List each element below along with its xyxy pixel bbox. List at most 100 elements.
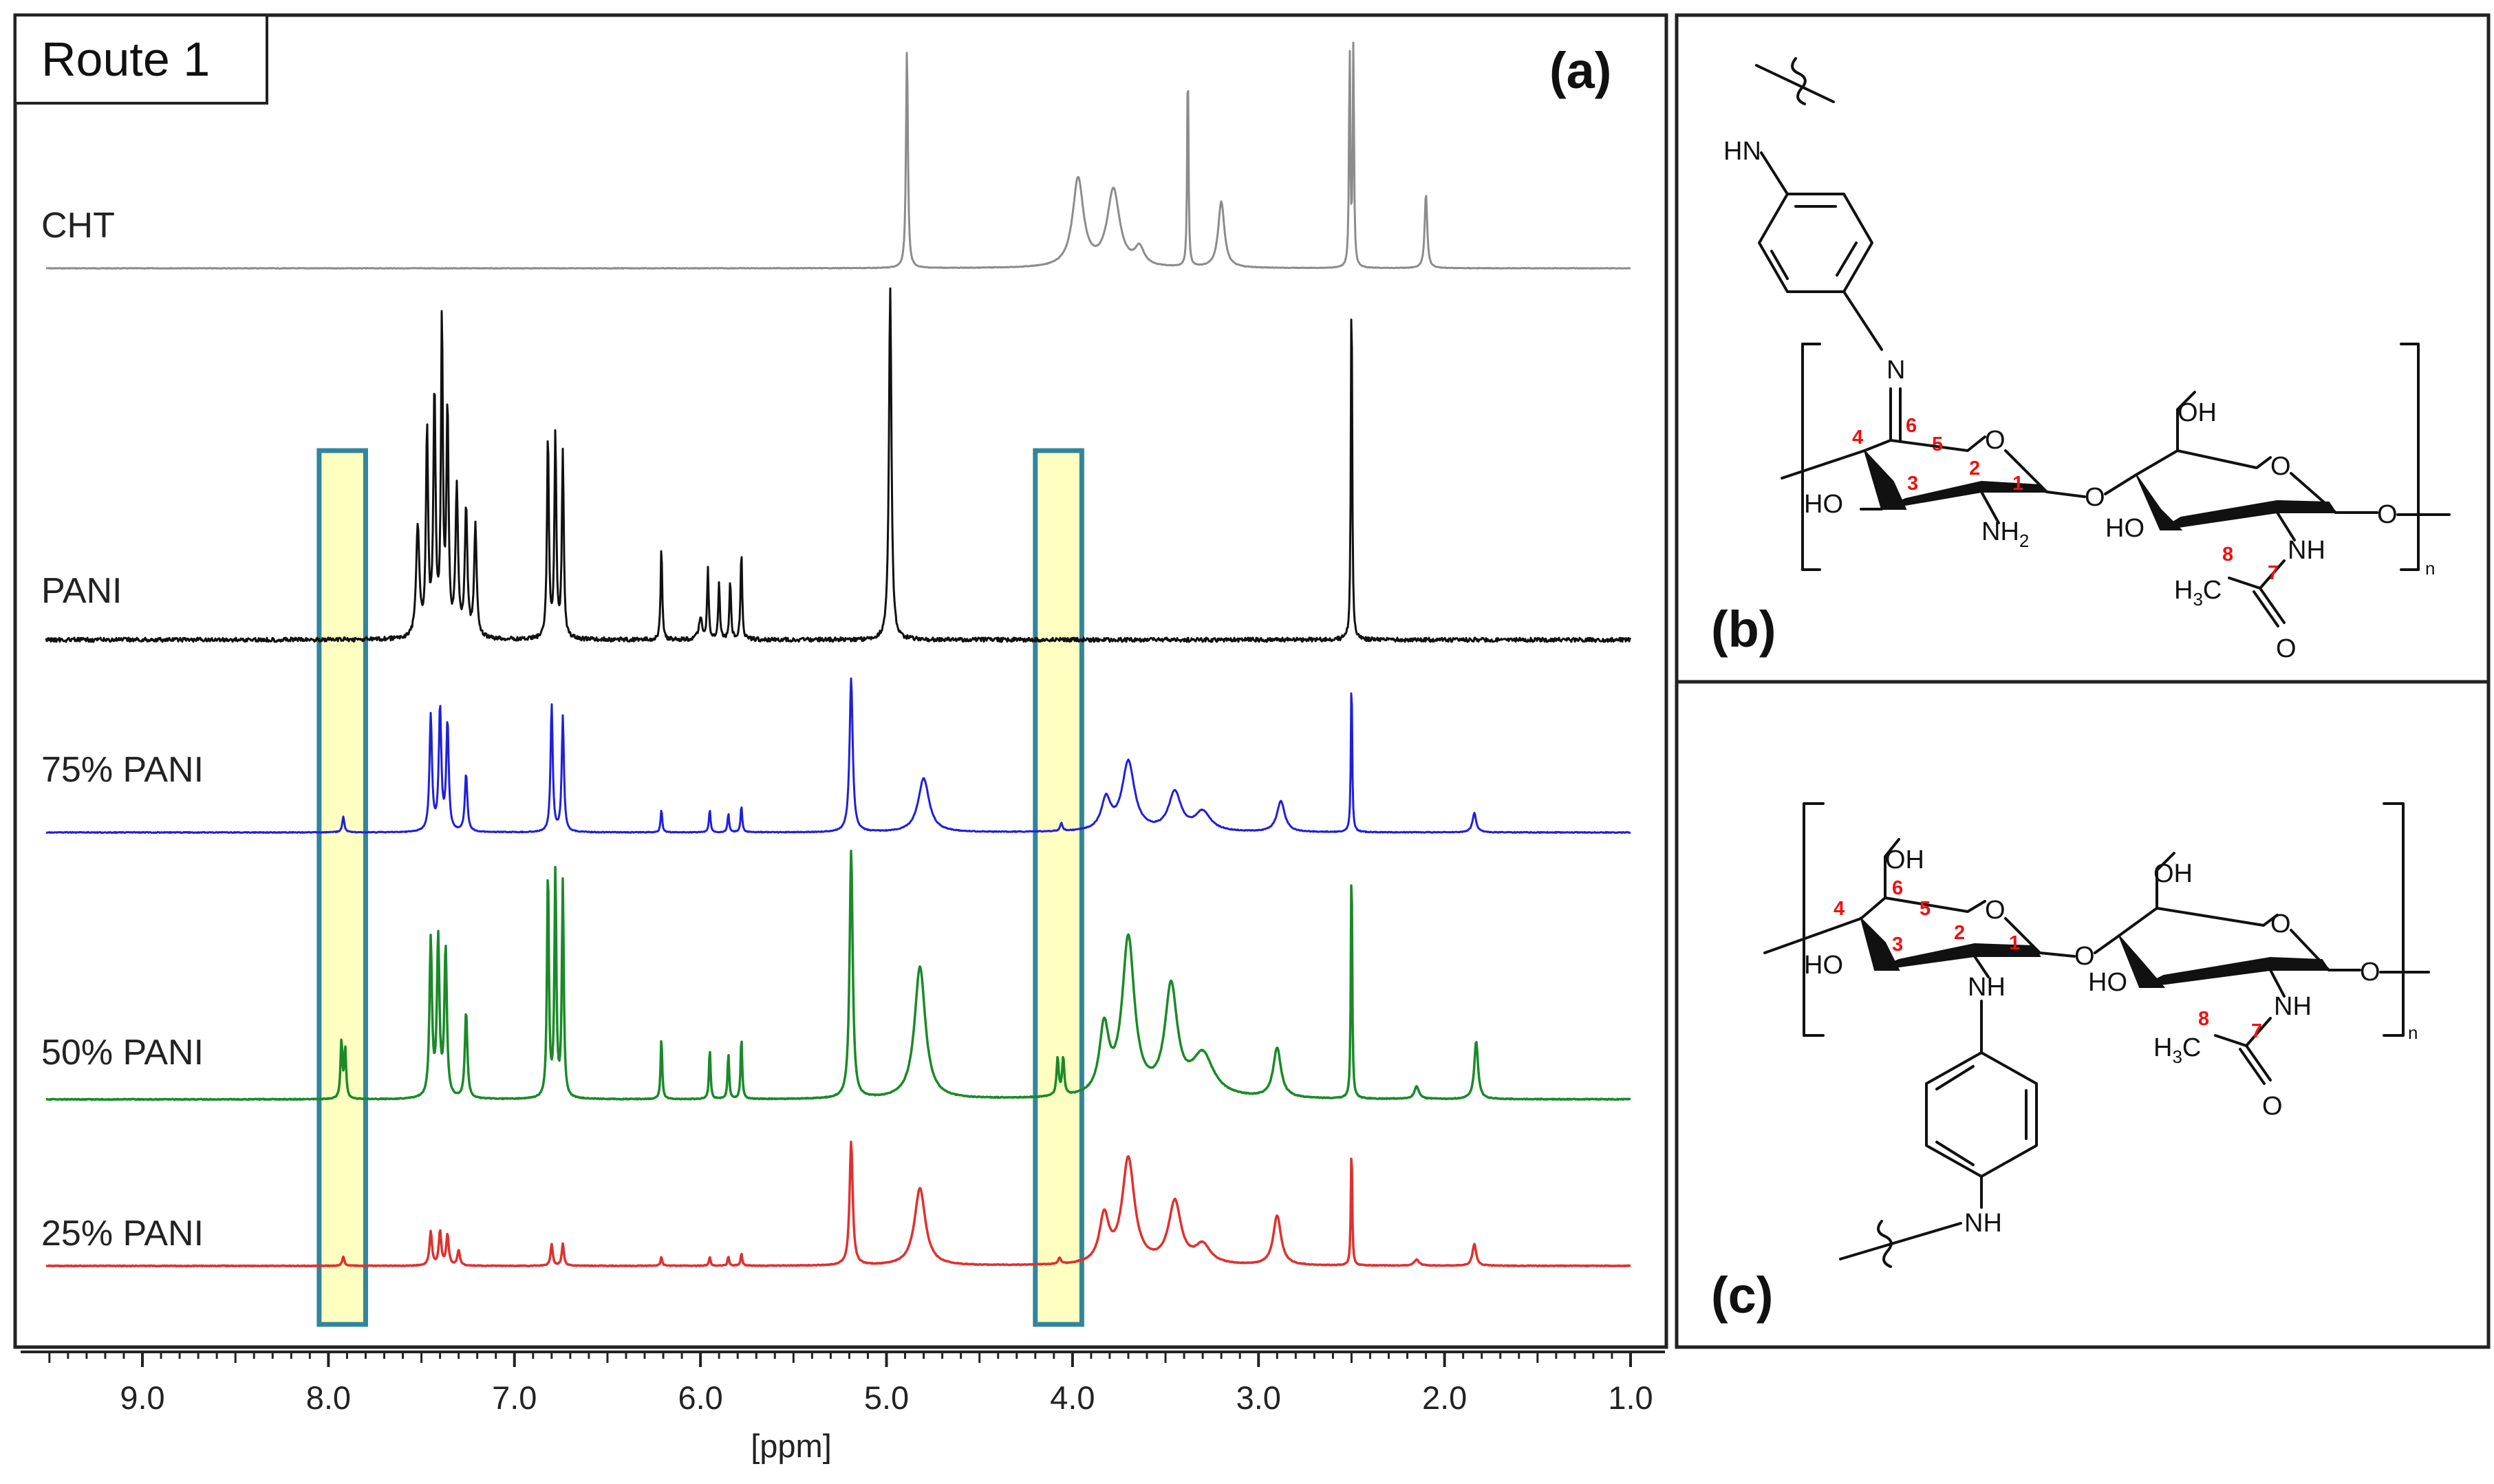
oh2-label: OH xyxy=(2153,859,2193,888)
panel-a: Route 1 (a) CHT PANI 75% PANI 50% PANI 2… xyxy=(13,13,1668,1464)
panel-a-frame xyxy=(13,13,1668,1349)
ho2-label: HO xyxy=(2105,514,2144,543)
series-label-pani: PANI xyxy=(41,571,122,611)
carbon-number: 6 xyxy=(1906,415,1917,437)
hn-label: HN xyxy=(1723,137,1761,166)
structure-c: n OH O HO NH O NH OH xyxy=(1763,802,2430,1268)
carbon-number: 3 xyxy=(1892,934,1903,956)
series-label-75-pani: 75% PANI xyxy=(41,750,204,790)
bond xyxy=(2045,491,2086,498)
panel-b: (b) HN N n O HO NH2 xyxy=(1675,13,2491,684)
o-link-label: O xyxy=(2074,942,2095,971)
nh2-label: NH xyxy=(2274,992,2312,1021)
bond xyxy=(1755,64,1835,103)
spectrum-line-4 xyxy=(45,1140,1631,1268)
imine-double-bond xyxy=(1889,387,1902,442)
spectrum-line-3 xyxy=(45,850,1631,1101)
carbon-number: 6 xyxy=(1892,877,1903,899)
panel-a-label: (a) xyxy=(1549,42,1611,99)
ho-label: HO xyxy=(1804,490,1843,519)
panel-b-label: (b) xyxy=(1711,601,1776,658)
highlight-regions xyxy=(316,448,1084,1327)
nh2-label: NH2 xyxy=(1981,517,2029,551)
ring-bonds xyxy=(1863,435,1986,452)
panel-c-label: (c) xyxy=(1711,1267,1773,1324)
bond xyxy=(2118,852,2175,937)
wedge-bond xyxy=(1860,916,1900,971)
nh-label: NH xyxy=(2288,536,2325,565)
series-label-50-pani: 50% PANI xyxy=(41,1033,204,1073)
acetyl-bonds xyxy=(2228,559,2286,627)
bond xyxy=(1980,491,2000,524)
nmr-spectra xyxy=(45,41,1632,1268)
x-axis-label: [ppm] xyxy=(751,1428,832,1464)
x-tick-label: 9.0 xyxy=(120,1379,164,1416)
bond xyxy=(2135,391,2196,476)
highlight-region xyxy=(1033,448,1084,1327)
wavy-bond xyxy=(1791,57,1807,105)
acetyl-bonds xyxy=(2214,1017,2272,1085)
x-tick-label: 2.0 xyxy=(1422,1379,1467,1416)
nh1-label: NH xyxy=(1968,973,2006,1002)
spectrum-line-1 xyxy=(45,287,1632,643)
panel-c-frame xyxy=(1675,680,2491,1349)
wedge-bond xyxy=(2139,956,2330,988)
n-label: N xyxy=(1886,356,1905,385)
x-tick-label: 6.0 xyxy=(678,1379,722,1416)
left-bracket xyxy=(1801,343,1821,571)
carbonyl-o-label: O xyxy=(2262,1092,2283,1121)
series-label-25-pani: 25% PANI xyxy=(41,1214,204,1254)
carbon-number: 7 xyxy=(2251,1020,2262,1042)
bond xyxy=(2104,473,2138,495)
bond xyxy=(2039,951,2076,958)
ho2-label: HO xyxy=(2088,968,2127,997)
h3c-label: H3C xyxy=(2174,576,2222,610)
spectrum-line-2 xyxy=(45,677,1631,835)
carbon-number: 4 xyxy=(1834,898,1845,920)
repeat-n: n xyxy=(2408,1022,2418,1043)
bond xyxy=(1842,290,1883,351)
carbon-number: 2 xyxy=(1969,458,1980,480)
h3c-label: H3C xyxy=(2153,1033,2201,1067)
x-tick-label: 5.0 xyxy=(864,1379,909,1416)
wavy-bond xyxy=(1877,1220,1893,1268)
o-ring2-label: O xyxy=(2270,452,2291,481)
carbonyl-o-label: O xyxy=(2276,634,2297,663)
wedge-bond xyxy=(2160,499,2337,530)
bond xyxy=(2269,969,2286,998)
route-label-box xyxy=(14,14,268,105)
x-tick-label: 1.0 xyxy=(1608,1379,1653,1416)
series-label-cht: CHT xyxy=(41,206,115,246)
o-ring2-label: O xyxy=(2270,910,2291,938)
oh1-label: OH xyxy=(1885,846,1924,874)
carbon-number: 5 xyxy=(1932,433,1943,455)
x-tick-label: 4.0 xyxy=(1050,1379,1095,1416)
carbon-number: 7 xyxy=(2268,562,2279,584)
highlight-region xyxy=(316,448,368,1327)
spectrum-line-0 xyxy=(45,41,1631,270)
bond xyxy=(2156,907,2279,927)
bond xyxy=(1973,955,1990,978)
bond xyxy=(1884,896,1986,913)
carbon-number: 2 xyxy=(1954,922,1965,944)
left-bracket xyxy=(1803,802,1825,1037)
o-link-label: O xyxy=(2085,483,2105,512)
ho1-label: HO xyxy=(1804,951,1843,980)
bond xyxy=(1839,1222,1962,1260)
bond xyxy=(2276,511,2296,541)
o-ring-label: O xyxy=(1985,426,2006,455)
structure-b: HN N n O HO NH2 O xyxy=(1723,57,2451,663)
bond xyxy=(2094,934,2120,954)
x-axis: 9.0 8.0 7.0 6.0 5.0 4.0 3.0 2.0 1.0 xyxy=(21,1351,1665,1416)
bond xyxy=(1781,449,1866,480)
o-term-label: O xyxy=(2377,500,2398,529)
route-label: Route 1 xyxy=(41,32,210,86)
bond xyxy=(1860,838,1900,920)
x-tick-label: 3.0 xyxy=(1236,1379,1281,1416)
x-tick-label: 8.0 xyxy=(306,1379,351,1416)
o-term-label: O xyxy=(2360,958,2380,987)
wedge-bond xyxy=(1864,450,1907,510)
carbon-number: 3 xyxy=(1907,473,1918,495)
wedge-bond xyxy=(2118,935,2166,988)
bond xyxy=(1763,917,1862,954)
